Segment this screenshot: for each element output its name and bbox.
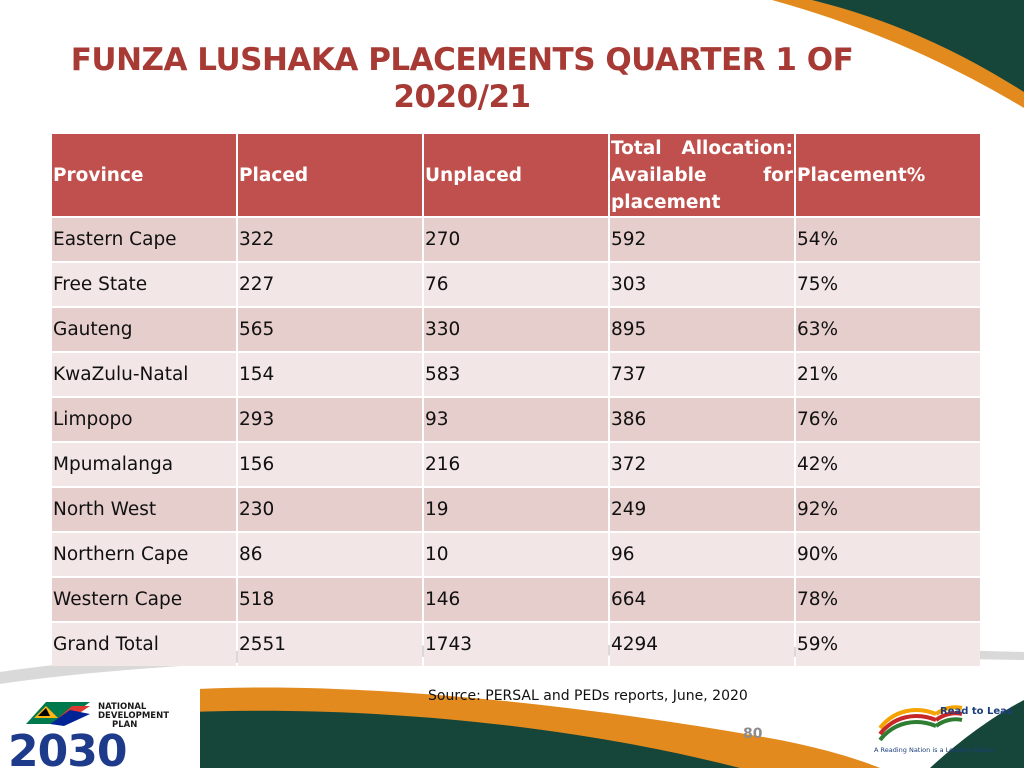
cell-province: Mpumalanga xyxy=(52,443,236,486)
table-row: Free State 227 76 303 75% xyxy=(52,263,980,306)
cell-total: 592 xyxy=(610,218,794,261)
cell-unplaced: 19 xyxy=(424,488,608,531)
ndp-line2: DEVELOPMENT xyxy=(98,711,169,721)
cell-total: 372 xyxy=(610,443,794,486)
cell-unplaced: 583 xyxy=(424,353,608,396)
table-body: Eastern Cape 322 270 592 54% Free State … xyxy=(52,218,980,666)
page-number: 80 xyxy=(743,726,763,742)
cell-total: 737 xyxy=(610,353,794,396)
cell-placed: 154 xyxy=(238,353,422,396)
placements-table: Province Placed Unplaced Total Allocatio… xyxy=(50,132,982,668)
table-row-grand-total: Grand Total 2551 1743 4294 59% xyxy=(52,623,980,666)
flag-emblem-icon xyxy=(26,702,90,726)
cell-percent: 21% xyxy=(796,353,980,396)
open-book-icon xyxy=(878,705,963,742)
header-total-allocation: Total Allocation: Available for placemen… xyxy=(610,134,794,216)
cell-province: Eastern Cape xyxy=(52,218,236,261)
cell-percent: 75% xyxy=(796,263,980,306)
ndp-2030-logo: NATIONAL DEVELOPMENT PLAN 2030 xyxy=(0,688,200,768)
table-row: Mpumalanga 156 216 372 42% xyxy=(52,443,980,486)
cell-province: Northern Cape xyxy=(52,533,236,576)
header-placement-percent: Placement% xyxy=(796,134,980,216)
cell-total: 895 xyxy=(610,308,794,351)
cell-unplaced: 146 xyxy=(424,578,608,621)
cell-placed: 230 xyxy=(238,488,422,531)
cell-unplaced: 76 xyxy=(424,263,608,306)
read-to-lead-tagline: A Reading Nation is a Leading Nation xyxy=(874,746,995,754)
table-row: Northern Cape 86 10 96 90% xyxy=(52,533,980,576)
cell-placed: 322 xyxy=(238,218,422,261)
cell-total: 386 xyxy=(610,398,794,441)
header-province: Province xyxy=(52,134,236,216)
cell-province: Grand Total xyxy=(52,623,236,666)
cell-percent: 76% xyxy=(796,398,980,441)
cell-percent: 92% xyxy=(796,488,980,531)
bottom-green-swoosh xyxy=(190,710,740,768)
cell-total: 249 xyxy=(610,488,794,531)
table-row: North West 230 19 249 92% xyxy=(52,488,980,531)
cell-province: Western Cape xyxy=(52,578,236,621)
header-unplaced: Unplaced xyxy=(424,134,608,216)
read-to-lead-title: Read to Lead xyxy=(940,706,1012,717)
read-to-lead-logo: Read to Lead A Reading Nation is a Leadi… xyxy=(874,705,1012,754)
ndp-line3: PLAN xyxy=(112,720,137,730)
cell-total: 303 xyxy=(610,263,794,306)
cell-total: 96 xyxy=(610,533,794,576)
cell-unplaced: 10 xyxy=(424,533,608,576)
ndp-year: 2030 xyxy=(8,726,126,768)
bottom-right-green-swoosh xyxy=(930,700,1024,768)
cell-total: 664 xyxy=(610,578,794,621)
table-row: Eastern Cape 322 270 592 54% xyxy=(52,218,980,261)
cell-placed: 86 xyxy=(238,533,422,576)
cell-placed: 2551 xyxy=(238,623,422,666)
cell-percent: 54% xyxy=(796,218,980,261)
cell-unplaced: 330 xyxy=(424,308,608,351)
cell-placed: 518 xyxy=(238,578,422,621)
cell-placed: 227 xyxy=(238,263,422,306)
cell-placed: 156 xyxy=(238,443,422,486)
table-row: Gauteng 565 330 895 63% xyxy=(52,308,980,351)
cell-percent: 90% xyxy=(796,533,980,576)
cell-province: North West xyxy=(52,488,236,531)
table-row: Limpopo 293 93 386 76% xyxy=(52,398,980,441)
header-placed: Placed xyxy=(238,134,422,216)
cell-percent: 78% xyxy=(796,578,980,621)
cell-percent: 42% xyxy=(796,443,980,486)
table-row: KwaZulu-Natal 154 583 737 21% xyxy=(52,353,980,396)
cell-unplaced: 270 xyxy=(424,218,608,261)
cell-province: Free State xyxy=(52,263,236,306)
top-right-green-swoosh xyxy=(812,0,1024,92)
cell-placed: 565 xyxy=(238,308,422,351)
cell-province: Limpopo xyxy=(52,398,236,441)
cell-unplaced: 216 xyxy=(424,443,608,486)
cell-percent: 59% xyxy=(796,623,980,666)
cell-unplaced: 1743 xyxy=(424,623,608,666)
cell-unplaced: 93 xyxy=(424,398,608,441)
cell-province: KwaZulu-Natal xyxy=(52,353,236,396)
cell-total: 4294 xyxy=(610,623,794,666)
table-header-row: Province Placed Unplaced Total Allocatio… xyxy=(52,134,980,216)
table-row: Western Cape 518 146 664 78% xyxy=(52,578,980,621)
source-note: Source: PERSAL and PEDs reports, June, 2… xyxy=(428,688,748,704)
slide-title: FUNZA LUSHAKA PLACEMENTS QUARTER 1 OF 20… xyxy=(70,42,854,115)
cell-province: Gauteng xyxy=(52,308,236,351)
ndp-line1: NATIONAL xyxy=(98,702,147,712)
placements-table-container: Province Placed Unplaced Total Allocatio… xyxy=(50,132,980,668)
cell-placed: 293 xyxy=(238,398,422,441)
cell-percent: 63% xyxy=(796,308,980,351)
